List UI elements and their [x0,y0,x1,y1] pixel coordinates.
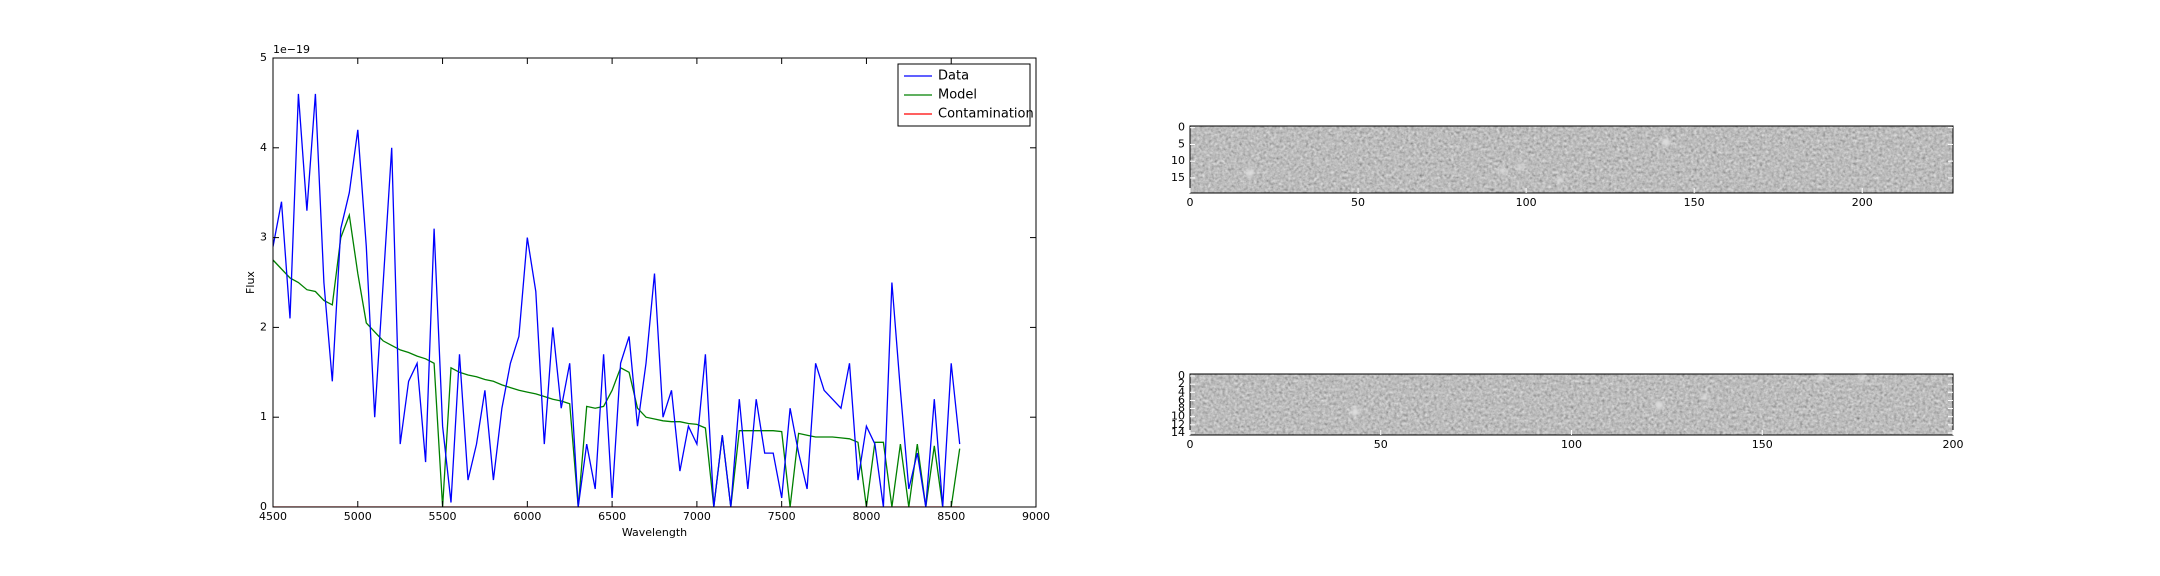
x-tick-label: 8500 [937,510,965,523]
y-tick-label: 1 [260,410,267,423]
y-tick-label: 0 [1178,121,1185,134]
x-tick-label: 6500 [598,510,626,523]
x-tick-label: 50 [1351,196,1365,209]
x-tick-label: 7500 [768,510,796,523]
image [1190,126,1953,193]
y-tick-label: 5 [1178,137,1185,150]
series-line [273,212,961,507]
x-tick-label: 0 [1187,196,1194,209]
legend-label: Contamination [938,107,1034,122]
x-tick-label: 100 [1561,438,1582,451]
x-tick-label: 9000 [1022,510,1050,523]
x-tick-label: 5500 [429,510,457,523]
axes-frame [272,57,1037,508]
y-tick-label: 0 [260,500,267,513]
x-tick-label: 200 [1852,196,1873,209]
image [1190,374,1953,435]
y-tick-label: 0 [1178,369,1185,382]
y-tick-label: 10 [1171,410,1185,423]
x-tick-label: 50 [1374,438,1388,451]
image-sources [1246,138,1865,416]
x-axis-label: Wavelength [622,526,687,539]
legend-label: Data [938,69,969,84]
x-tick-label: 100 [1516,196,1537,209]
series-line [273,93,961,507]
y-tick-label: 4 [260,141,267,154]
y-tick-label: 8 [1178,402,1185,415]
x-tick-label: 200 [1943,438,1964,451]
x-tick-label: 150 [1684,196,1705,209]
y-tick-label: 4 [1178,385,1185,398]
y-tick-label: 14 [1171,426,1185,439]
y-tick-label: 6 [1178,393,1185,406]
y-tick-label: 15 [1171,171,1185,184]
x-tick-label: 8000 [852,510,880,523]
y-tick-label: 10 [1171,154,1185,167]
x-tick-label: 5000 [344,510,372,523]
x-tick-label: 150 [1752,438,1773,451]
legend-label: Model [938,88,977,103]
x-tick-label: 7000 [683,510,711,523]
axes-frame [1189,125,1954,194]
y-tick-label: 3 [260,231,267,244]
x-tick-label: 6000 [513,510,541,523]
x-tick-label: 4500 [259,510,287,523]
y-tick-label: 2 [1178,377,1185,390]
y-tick-label: 5 [260,51,267,64]
y-tick-label: 12 [1171,418,1185,431]
x-tick-label: 0 [1187,438,1194,451]
offset-text: 1e−19 [273,43,310,56]
y-axis-label: Flux [244,271,257,294]
y-tick-label: 2 [260,320,267,333]
